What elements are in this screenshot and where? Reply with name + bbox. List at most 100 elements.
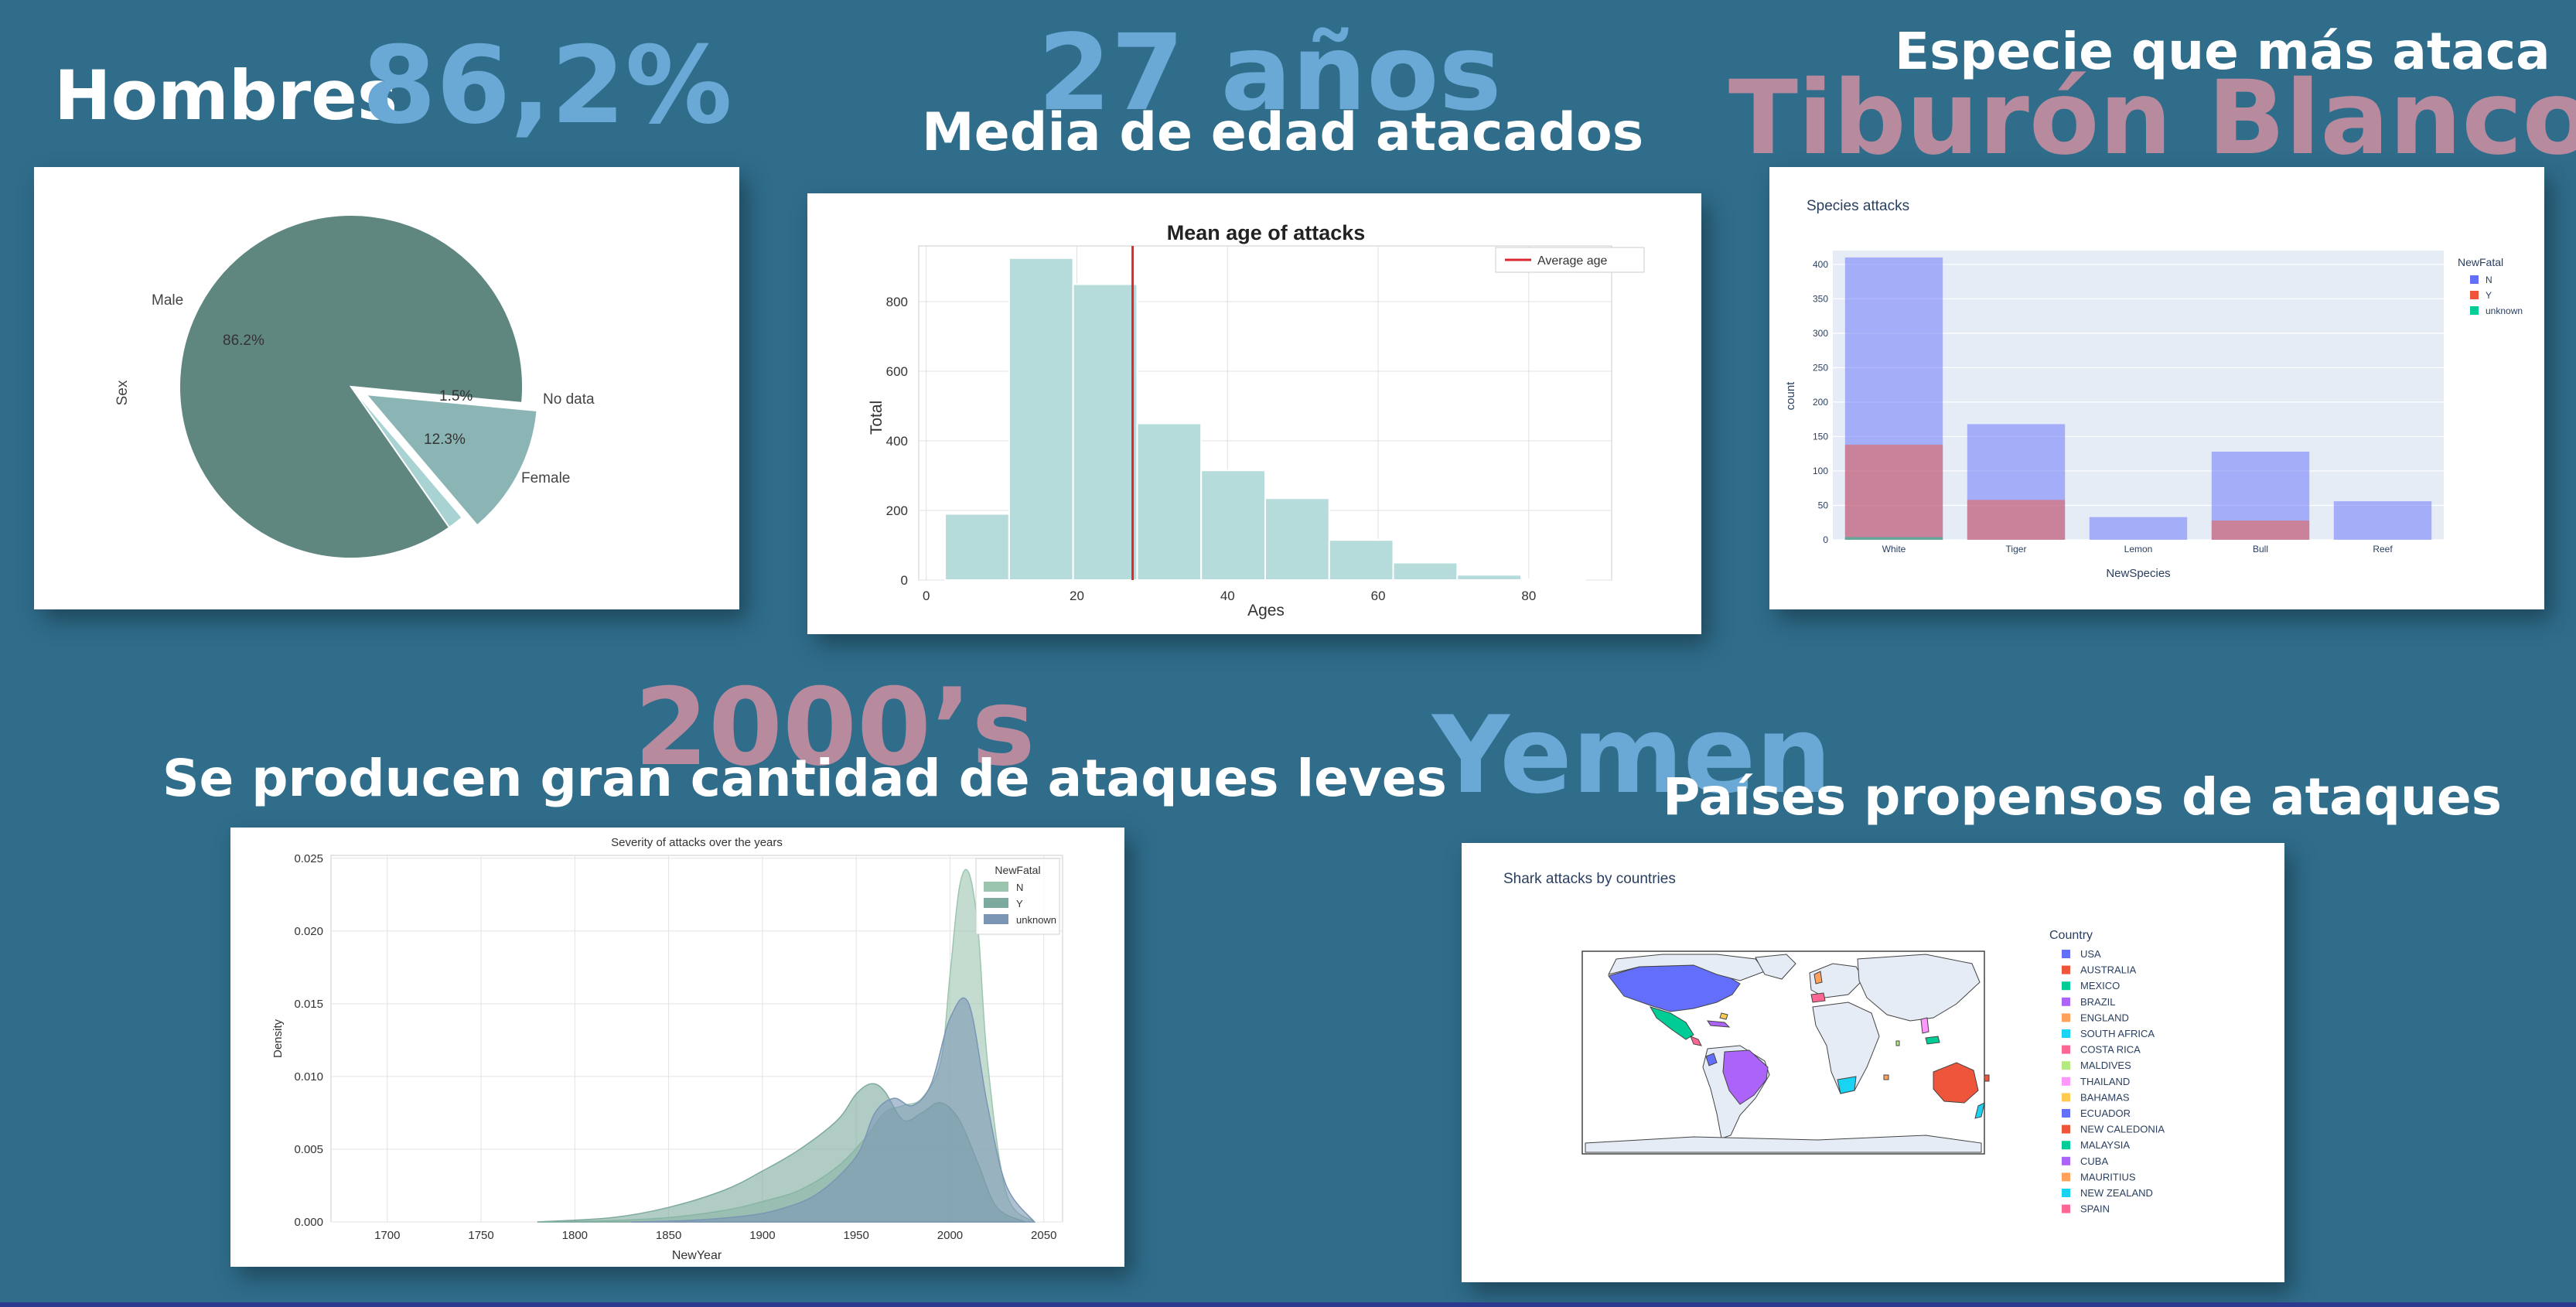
legend-swatch-costa-rica[interactable]: [2062, 1045, 2070, 1054]
legend-swatch-new-caledonia[interactable]: [2062, 1124, 2070, 1134]
country-shape-maldives[interactable]: [1895, 1040, 1900, 1046]
legend-swatch-brazil[interactable]: [2062, 997, 2070, 1006]
country-shape-mexico[interactable]: [1649, 1006, 1694, 1040]
country-shape-bahamas[interactable]: [1719, 1012, 1728, 1020]
kde-xtick: 1850: [656, 1229, 681, 1242]
species-ytick: 300: [1813, 328, 1828, 339]
kde-xlabel: NewYear: [672, 1249, 722, 1262]
legend-swatch-thailand[interactable]: [2062, 1077, 2070, 1086]
species-title: Species attacks: [1807, 198, 1909, 214]
legend-label-spain[interactable]: SPAIN: [2080, 1203, 2110, 1215]
country-shape-new-zealand[interactable]: [1974, 1102, 1985, 1119]
country-shape-ecuador[interactable]: [1705, 1053, 1718, 1066]
legend-swatch-unknown[interactable]: [2470, 306, 2479, 315]
species-ytick: 350: [1813, 293, 1828, 304]
legend-swatch-n[interactable]: [2470, 275, 2479, 284]
species-headline-label: Especie que más ataca: [1895, 22, 2550, 81]
legend-label-unknown[interactable]: unknown: [2486, 305, 2523, 316]
legend-label-ecuador[interactable]: ECUADOR: [2080, 1107, 2131, 1119]
country-headline-label: Países propensos de ataques: [1663, 767, 2502, 827]
legend-swatch-ecuador[interactable]: [2062, 1109, 2070, 1118]
country-shape-spain[interactable]: [1810, 992, 1826, 1003]
pie-label-female: Female: [521, 470, 570, 486]
species-bar-y[interactable]: [1844, 445, 1943, 540]
legend-swatch-spain[interactable]: [2062, 1204, 2070, 1213]
legend-label-malaysia[interactable]: MALAYSIA: [2080, 1139, 2130, 1151]
legend-swatch-australia[interactable]: [2062, 965, 2070, 974]
map-legend[interactable]: Country USA AUSTRALIA MEXICO BRAZIL ENGLAND S…: [2049, 929, 2165, 1215]
species-bar-n[interactable]: [2089, 517, 2188, 540]
country-shape-new-caledonia[interactable]: [1984, 1074, 1990, 1082]
hist-bar: [1136, 422, 1203, 581]
legend-swatch-maldives[interactable]: [2062, 1061, 2070, 1070]
legend-label-england[interactable]: ENGLAND: [2080, 1012, 2129, 1023]
legend-label-usa[interactable]: USA: [2080, 948, 2101, 960]
legend-swatch-y[interactable]: [2470, 291, 2479, 299]
legend-label-y[interactable]: Y: [2486, 290, 2492, 301]
legend-label-maldives[interactable]: MALDIVES: [2080, 1060, 2131, 1071]
species-bar-y[interactable]: [2211, 520, 2310, 540]
species-ylabel: count: [1784, 381, 1797, 411]
legend-swatch-bahamas[interactable]: [2062, 1093, 2070, 1102]
map-chart-card: Shark attacks by countries: [1462, 843, 2284, 1282]
species-bar-unknown[interactable]: [1844, 537, 1943, 540]
pie-pct-male: 86.2%: [223, 333, 264, 349]
species-legend[interactable]: NewFatal N Y unknown: [2458, 256, 2523, 316]
legend-label-mauritius[interactable]: MAURITIUS: [2080, 1171, 2136, 1182]
country-shape-thailand[interactable]: [1920, 1017, 1929, 1034]
legend-swatch-england[interactable]: [2062, 1013, 2070, 1022]
pie-slice-nodata: [350, 386, 464, 529]
legend-label-new-caledonia[interactable]: NEW CALEDONIA: [2080, 1124, 2165, 1135]
hist-bar: [1520, 578, 1586, 581]
hist-bar: [1456, 574, 1523, 581]
country-shape-australia[interactable]: [1933, 1062, 1979, 1104]
country-shape-costa-rica[interactable]: [1690, 1036, 1702, 1046]
age-headline-label: Media de edad atacados: [922, 102, 1644, 163]
country-shape-mauritius[interactable]: [1883, 1074, 1889, 1080]
country-shape-malaysia[interactable]: [1925, 1036, 1940, 1045]
hist-ytick: 400: [886, 434, 908, 449]
legend-label-australia[interactable]: AUSTRALIA: [2080, 964, 2137, 976]
kde-xtick: 2000: [937, 1229, 963, 1242]
legend-label-costa-rica[interactable]: COSTA RICA: [2080, 1044, 2141, 1056]
hist-ylabel: Total: [868, 401, 885, 435]
legend-swatch-usa[interactable]: [2062, 950, 2070, 958]
hist-bar: [1072, 283, 1138, 581]
world-map[interactable]: [1581, 950, 1990, 1155]
asia-shape: [1857, 954, 1981, 1022]
country-shape-england[interactable]: [1813, 971, 1823, 985]
country-headline-value: Yemen: [1432, 693, 1832, 817]
species-ytick: 100: [1813, 466, 1828, 476]
legend-label-new-zealand[interactable]: NEW ZEALAND: [2080, 1187, 2153, 1199]
legend-swatch-mexico[interactable]: [2062, 981, 2070, 991]
country-shape-brazil[interactable]: [1722, 1049, 1769, 1105]
legend-label-brazil[interactable]: BRAZIL: [2080, 996, 2116, 1008]
country-shape-cuba[interactable]: [1707, 1020, 1731, 1028]
kde-area-unknown: [631, 997, 1036, 1223]
hist-ytick: 800: [886, 295, 908, 309]
legend-label-bahamas[interactable]: BAHAMAS: [2080, 1091, 2130, 1103]
kde-ytick: 0.000: [294, 1216, 323, 1229]
pie-pct-nodata: 1.5%: [439, 388, 473, 404]
legend-swatch-cuba[interactable]: [2062, 1156, 2070, 1165]
country-shape-south-africa[interactable]: [1837, 1076, 1857, 1094]
kde-xtick: 1800: [562, 1229, 588, 1242]
hist-bar: [1392, 561, 1459, 581]
legend-swatch-malaysia[interactable]: [2062, 1141, 2070, 1150]
pie-pct-female: 12.3%: [424, 432, 466, 448]
age-histogram: Mean age of attacks 0 20 40 60 8002004006008…: [868, 221, 1645, 619]
kde-xtick: 2050: [1031, 1229, 1056, 1242]
legend-swatch-south-africa[interactable]: [2062, 1029, 2070, 1038]
legend-swatch-mauritius[interactable]: [2062, 1172, 2070, 1182]
pie-label-male: Male: [152, 292, 183, 309]
legend-label-thailand[interactable]: THAILAND: [2080, 1076, 2130, 1087]
species-bar-n[interactable]: [2333, 501, 2432, 540]
legend-label-cuba[interactable]: CUBA: [2080, 1155, 2108, 1167]
legend-swatch-new-zealand[interactable]: [2062, 1189, 2070, 1197]
species-bar-y[interactable]: [1967, 500, 2066, 540]
kde-ytick: 0.025: [294, 852, 323, 865]
legend-label-south-africa[interactable]: SOUTH AFRICA: [2080, 1028, 2155, 1039]
legend-label-mexico[interactable]: MEXICO: [2080, 980, 2120, 991]
pie-label-nodata: No data: [543, 391, 595, 408]
legend-label-n[interactable]: N: [2486, 275, 2492, 285]
